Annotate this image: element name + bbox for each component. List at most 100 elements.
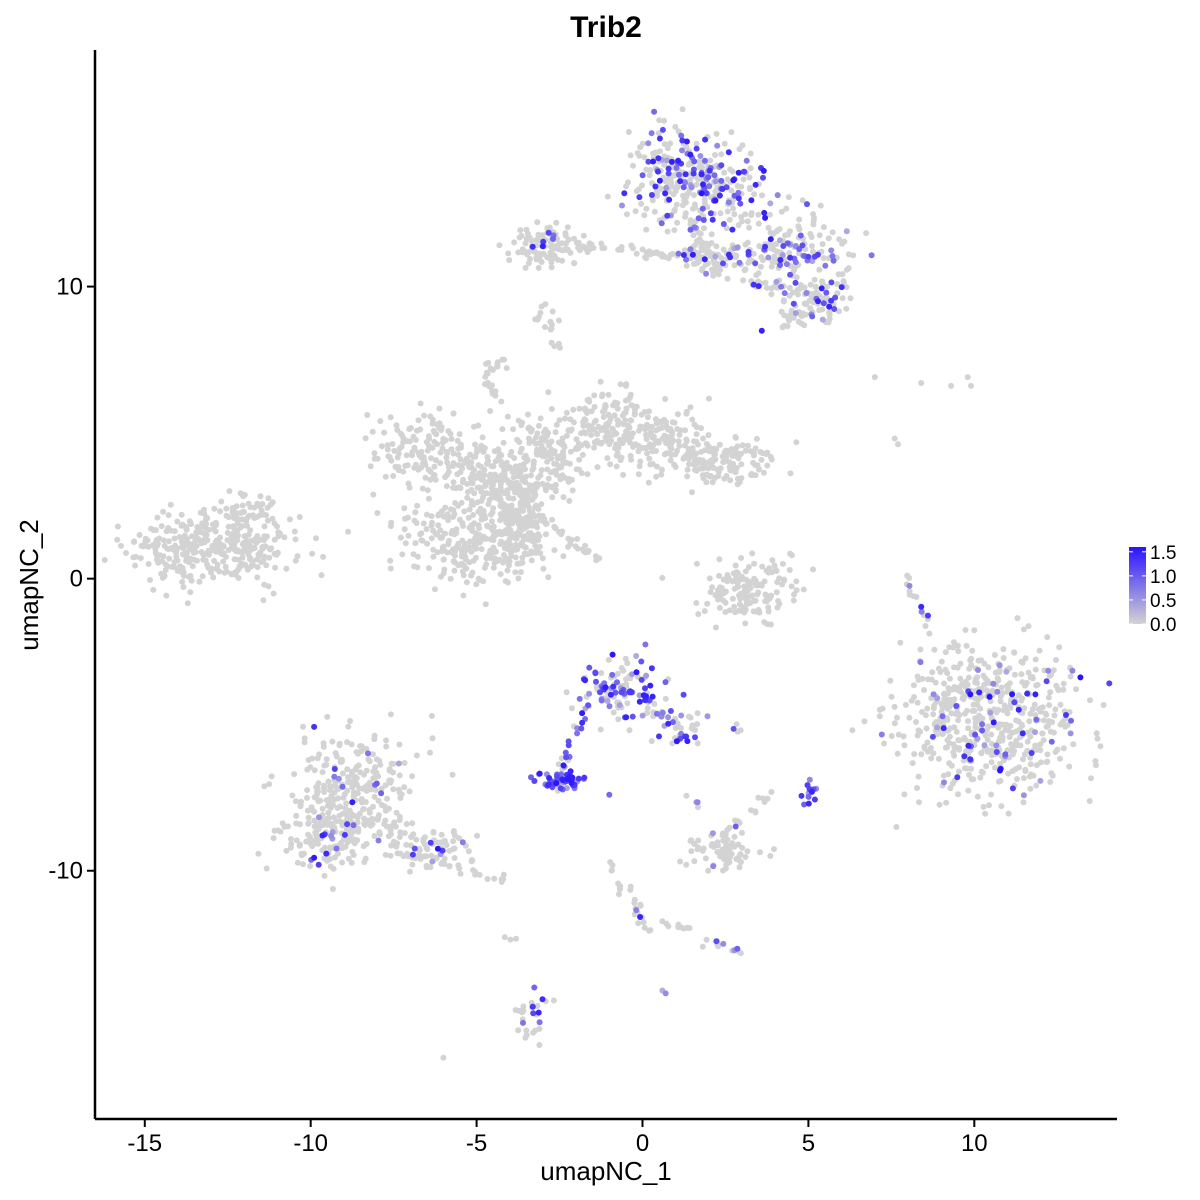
data-point <box>698 190 705 197</box>
data-point <box>610 683 617 690</box>
data-point <box>560 553 567 560</box>
data-point <box>648 423 655 430</box>
data-point <box>476 525 483 532</box>
data-point <box>773 589 780 596</box>
data-point <box>483 535 490 542</box>
data-point <box>703 471 710 478</box>
data-point <box>465 514 472 521</box>
data-point <box>751 191 758 198</box>
data-point <box>296 514 303 520</box>
data-point <box>334 784 341 791</box>
legend-colorbar <box>1129 547 1146 624</box>
data-point <box>344 779 351 786</box>
data-point <box>1050 729 1057 736</box>
data-point <box>405 532 412 539</box>
data-point <box>363 840 370 847</box>
data-point <box>153 551 160 558</box>
data-point <box>377 761 384 768</box>
data-point <box>1046 702 1053 709</box>
data-point <box>1057 755 1063 762</box>
axes <box>93 50 1117 1121</box>
data-point <box>679 147 685 154</box>
data-point <box>541 516 548 523</box>
data-point <box>329 886 336 892</box>
data-point <box>559 777 566 784</box>
data-point <box>114 536 121 543</box>
data-point <box>742 447 749 454</box>
data-point <box>325 809 332 816</box>
data-point <box>541 435 548 442</box>
data-point <box>417 856 424 862</box>
data-point <box>525 260 532 267</box>
data-point <box>451 567 458 574</box>
data-point <box>941 680 948 687</box>
data-point <box>1018 721 1025 728</box>
data-point <box>988 791 995 798</box>
data-point <box>490 505 497 512</box>
data-point <box>744 848 751 855</box>
data-point <box>442 437 449 444</box>
data-point <box>624 700 631 707</box>
data-point <box>946 740 953 747</box>
data-point <box>774 227 781 234</box>
data-point <box>497 458 504 465</box>
data-point <box>655 155 662 162</box>
data-point <box>743 598 750 605</box>
data-point <box>711 451 718 458</box>
data-point <box>145 561 152 567</box>
data-point <box>435 511 442 518</box>
data-point <box>452 552 458 559</box>
data-point <box>410 831 417 838</box>
data-point <box>463 579 470 586</box>
data-point <box>891 703 898 710</box>
data-point <box>173 547 180 554</box>
data-point <box>375 797 382 804</box>
data-point <box>720 940 727 947</box>
data-point <box>500 559 507 566</box>
data-point <box>514 531 521 537</box>
data-point <box>505 494 512 501</box>
data-point <box>289 792 296 799</box>
data-point <box>654 710 660 717</box>
data-point <box>202 557 209 564</box>
data-point <box>535 264 542 271</box>
data-point <box>765 224 772 231</box>
data-point <box>943 701 950 708</box>
data-point <box>719 186 726 192</box>
data-point <box>582 677 589 684</box>
data-point <box>433 457 439 464</box>
legend-tick-label: 0.0 <box>1150 615 1176 636</box>
data-point <box>528 472 535 479</box>
data-point <box>328 783 335 790</box>
data-point <box>287 844 294 851</box>
data-point <box>951 752 958 759</box>
data-point <box>621 190 628 197</box>
data-point <box>646 455 653 462</box>
data-point <box>935 665 942 672</box>
data-point <box>136 532 143 538</box>
data-point <box>895 731 902 738</box>
data-point <box>314 785 321 792</box>
data-point <box>659 918 666 925</box>
data-point <box>566 497 573 504</box>
data-point <box>277 530 283 537</box>
data-point <box>906 591 913 598</box>
data-point <box>755 220 762 227</box>
data-point <box>484 876 491 882</box>
data-point <box>435 839 442 846</box>
data-point <box>820 255 827 261</box>
data-point <box>553 780 560 787</box>
data-point <box>791 591 797 598</box>
data-point <box>549 516 556 523</box>
data-point <box>615 445 622 451</box>
data-point <box>484 523 491 530</box>
data-point <box>479 434 486 441</box>
data-point <box>390 760 397 767</box>
data-point <box>732 451 739 458</box>
data-point <box>427 413 434 420</box>
data-point <box>940 772 947 779</box>
data-point <box>581 416 588 423</box>
data-point <box>349 784 356 791</box>
data-point <box>482 601 489 608</box>
data-point <box>516 525 523 532</box>
